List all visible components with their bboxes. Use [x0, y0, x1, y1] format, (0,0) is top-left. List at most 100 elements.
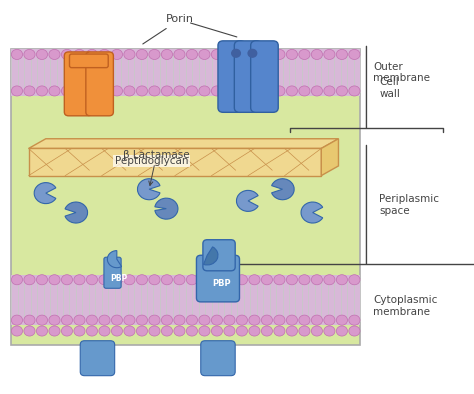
Circle shape [261, 275, 273, 285]
Circle shape [111, 86, 123, 96]
Wedge shape [34, 183, 56, 204]
Circle shape [174, 315, 185, 325]
Circle shape [224, 315, 235, 325]
Circle shape [249, 49, 260, 59]
Circle shape [61, 86, 73, 96]
Text: Periplasmic
space: Periplasmic space [379, 194, 439, 216]
Wedge shape [272, 179, 294, 200]
Circle shape [286, 86, 298, 96]
Circle shape [124, 49, 135, 59]
Circle shape [286, 315, 298, 325]
FancyBboxPatch shape [104, 257, 121, 288]
Circle shape [124, 315, 135, 325]
Circle shape [24, 315, 35, 325]
Circle shape [211, 275, 222, 285]
Circle shape [49, 315, 60, 325]
Circle shape [337, 275, 347, 285]
Circle shape [186, 86, 198, 96]
Circle shape [324, 275, 335, 285]
FancyBboxPatch shape [201, 341, 235, 376]
Circle shape [311, 326, 322, 336]
Circle shape [49, 86, 60, 96]
Circle shape [111, 275, 123, 285]
FancyBboxPatch shape [251, 41, 278, 112]
Circle shape [199, 315, 210, 325]
FancyBboxPatch shape [11, 49, 360, 345]
Circle shape [199, 326, 210, 336]
Circle shape [286, 275, 298, 285]
Text: Outer
membrane: Outer membrane [373, 62, 430, 84]
Circle shape [324, 315, 335, 325]
Circle shape [349, 275, 360, 285]
Circle shape [86, 49, 98, 59]
Circle shape [49, 275, 60, 285]
FancyBboxPatch shape [70, 54, 108, 68]
Circle shape [74, 326, 85, 336]
Circle shape [186, 315, 198, 325]
FancyBboxPatch shape [203, 240, 235, 271]
Circle shape [311, 86, 322, 96]
Circle shape [49, 49, 60, 59]
Circle shape [24, 326, 35, 336]
Text: Cell
wall: Cell wall [379, 78, 400, 99]
Circle shape [274, 49, 285, 59]
Circle shape [11, 315, 23, 325]
Circle shape [211, 49, 222, 59]
Wedge shape [237, 190, 258, 211]
Circle shape [299, 315, 310, 325]
Text: β Lactamase: β Lactamase [123, 150, 190, 186]
Circle shape [149, 275, 160, 285]
Bar [11, 49, 360, 96]
Circle shape [61, 49, 73, 59]
Circle shape [349, 49, 360, 59]
Circle shape [124, 86, 135, 96]
Circle shape [149, 49, 160, 59]
Circle shape [124, 326, 135, 336]
FancyBboxPatch shape [64, 52, 92, 116]
Circle shape [337, 49, 347, 59]
Circle shape [99, 275, 110, 285]
Text: PBP: PBP [110, 273, 127, 282]
Circle shape [274, 315, 285, 325]
Circle shape [161, 275, 173, 285]
Circle shape [186, 275, 198, 285]
Circle shape [299, 86, 310, 96]
Circle shape [199, 275, 210, 285]
Circle shape [186, 49, 198, 59]
Text: Peptidoglycan: Peptidoglycan [115, 156, 188, 166]
Circle shape [261, 86, 273, 96]
Circle shape [337, 86, 347, 96]
Circle shape [211, 315, 222, 325]
Wedge shape [301, 202, 323, 223]
Circle shape [174, 86, 185, 96]
Circle shape [211, 326, 222, 336]
Circle shape [324, 326, 335, 336]
Circle shape [137, 315, 147, 325]
Circle shape [349, 86, 360, 96]
Circle shape [261, 326, 273, 336]
Wedge shape [203, 247, 218, 265]
Circle shape [237, 315, 247, 325]
Circle shape [249, 275, 260, 285]
Circle shape [261, 49, 273, 59]
Circle shape [36, 315, 47, 325]
Circle shape [274, 275, 285, 285]
Circle shape [86, 275, 98, 285]
Circle shape [137, 49, 147, 59]
Circle shape [74, 86, 85, 96]
Circle shape [99, 86, 110, 96]
Circle shape [248, 49, 257, 57]
Circle shape [74, 275, 85, 285]
Circle shape [86, 315, 98, 325]
Circle shape [286, 49, 298, 59]
Circle shape [24, 49, 35, 59]
Circle shape [311, 275, 322, 285]
Polygon shape [321, 139, 338, 176]
Circle shape [224, 49, 235, 59]
FancyBboxPatch shape [80, 341, 115, 376]
Wedge shape [137, 179, 160, 200]
Circle shape [24, 275, 35, 285]
Circle shape [86, 326, 98, 336]
Circle shape [174, 275, 185, 285]
Circle shape [337, 315, 347, 325]
